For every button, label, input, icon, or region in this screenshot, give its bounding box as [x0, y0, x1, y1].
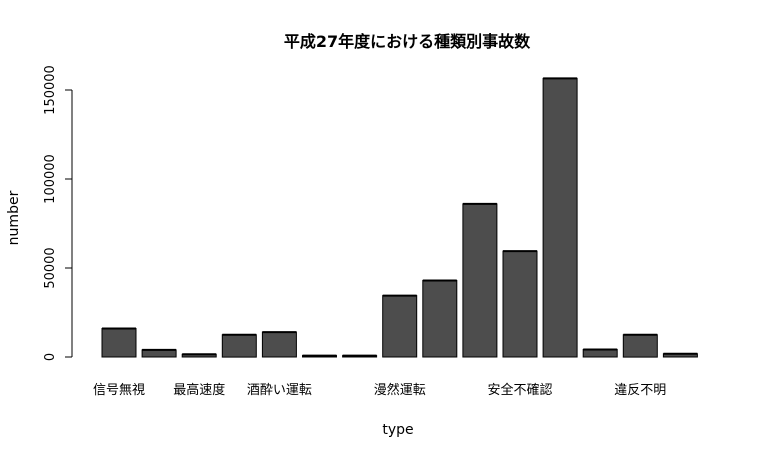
category-label: 漫然運転 — [374, 382, 426, 398]
bar — [101, 328, 137, 358]
y-tick-label: 0 — [43, 353, 58, 361]
chart-title: 平成27年度における種類別事故数 — [284, 32, 531, 51]
bar — [542, 77, 578, 358]
bar — [382, 295, 418, 358]
category-labels: 信号無視 最高速度 酒酔い運転 漫然運転 安全不確認 違反不明 — [93, 382, 666, 398]
category-label: 安全不確認 — [487, 382, 552, 398]
category-label: 違反不明 — [614, 383, 666, 398]
y-axis: 0 50000 100000 150000 — [43, 65, 73, 361]
bar — [141, 349, 177, 358]
bars — [101, 77, 698, 358]
y-axis-label: number — [6, 190, 22, 245]
category-label: 酒酔い運転 — [247, 383, 312, 398]
bar — [502, 250, 538, 358]
bar — [221, 334, 257, 358]
x-axis-label: type — [382, 422, 413, 438]
y-tick-label: 50000 — [43, 247, 58, 288]
category-label: 信号無視 — [93, 383, 145, 398]
category-label: 最高速度 — [173, 382, 225, 398]
y-tick-label: 150000 — [43, 65, 58, 115]
bar — [582, 349, 618, 358]
y-tick-label: 100000 — [43, 154, 58, 204]
bar — [462, 203, 498, 358]
bar — [261, 331, 297, 358]
bar — [422, 280, 458, 358]
bar — [622, 334, 658, 358]
